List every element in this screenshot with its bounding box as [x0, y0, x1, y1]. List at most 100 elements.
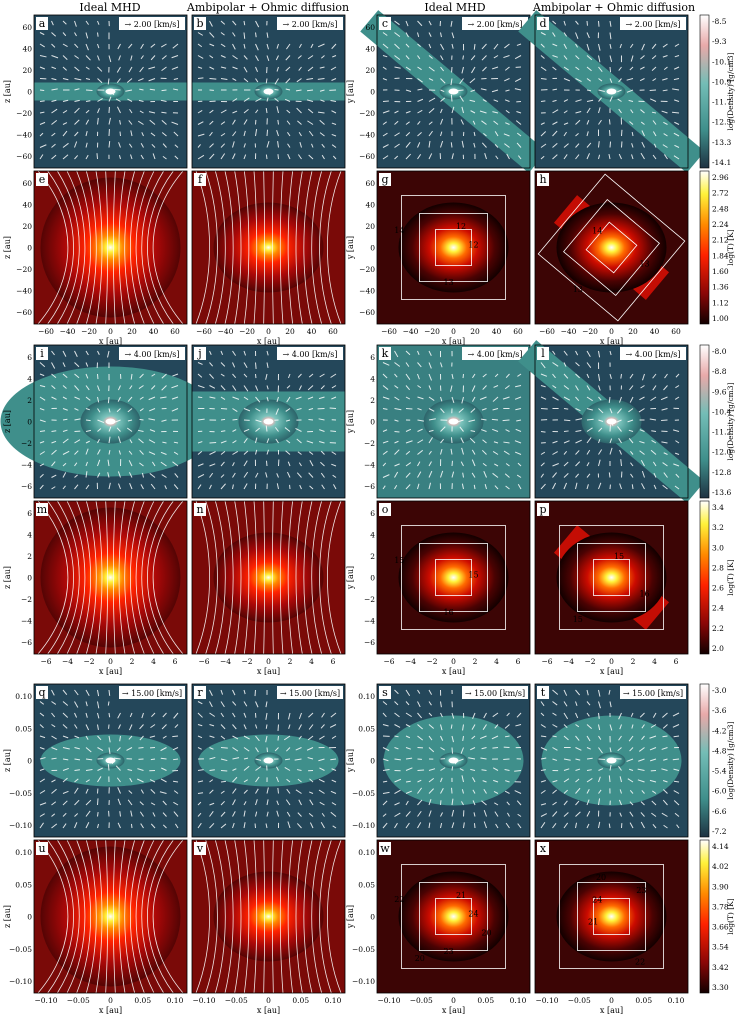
- density-panel: a → 2.00 [km/s]: [33, 14, 188, 169]
- y-tick-label: 0: [27, 757, 32, 766]
- velocity-arrow: [85, 43, 89, 51]
- velocity-arrow: [506, 153, 510, 160]
- velocity-scale-label: → 2.00 [km/s]: [282, 20, 337, 29]
- velocity-arrow: [394, 373, 398, 378]
- velocity-arrow: [598, 43, 601, 51]
- velocity-arrow: [458, 408, 464, 413]
- x-tick-label: −60: [381, 327, 397, 336]
- velocity-arrow: [255, 437, 258, 444]
- field-line: [279, 170, 284, 325]
- velocity-arrow: [51, 486, 56, 490]
- velocity-arrow: [319, 429, 325, 432]
- velocity-arrow: [451, 373, 454, 380]
- velocity-arrow: [481, 418, 487, 421]
- field-line: [263, 500, 265, 655]
- velocity-arrow: [652, 78, 657, 82]
- velocity-arrow: [641, 483, 645, 490]
- velocity-arrow: [266, 438, 270, 444]
- velocity-scale-box: [462, 686, 528, 699]
- velocity-arrow: [107, 701, 110, 706]
- velocity-arrow: [51, 32, 57, 37]
- velocity-arrow: [232, 32, 236, 37]
- velocity-arrow: [117, 43, 121, 50]
- velocity-arrow: [575, 396, 580, 402]
- x-tick-label: 0: [609, 327, 614, 336]
- panel-letter-box: [194, 173, 206, 186]
- y-tick-label: 20: [365, 66, 375, 75]
- y-tick-label: −4: [364, 617, 375, 626]
- velocity-arrow: [243, 724, 247, 730]
- velocity-arrow: [148, 418, 156, 421]
- velocity-arrow: [481, 449, 487, 455]
- velocity-scale-label: → 2.00 [km/s]: [467, 20, 522, 29]
- y-tick-label: 60: [22, 23, 32, 32]
- temperature-core: [556, 202, 667, 293]
- contour-label: 14: [592, 227, 602, 236]
- velocity-arrow: [649, 758, 657, 762]
- velocity-arrow: [618, 153, 622, 160]
- velocity-arrow: [472, 120, 476, 125]
- density-panel: k → 4.00 [km/s]: [376, 344, 531, 499]
- panel-letter-box: [36, 686, 48, 699]
- velocity-arrow: [266, 129, 269, 137]
- velocity-arrow: [627, 778, 634, 783]
- velocity-arrow: [74, 418, 81, 421]
- velocity-arrow: [285, 408, 291, 412]
- velocity-arrow: [51, 154, 57, 160]
- velocity-arrow: [586, 66, 592, 72]
- velocity-arrow: [394, 789, 401, 794]
- velocity-arrow: [284, 98, 291, 102]
- velocity-arrow: [275, 408, 279, 415]
- velocity-arrow: [74, 396, 81, 400]
- velocity-arrow: [232, 712, 236, 718]
- colorbar-tick-label: -8.5: [712, 17, 727, 26]
- velocity-arrow: [332, 474, 337, 478]
- velocity-arrow: [255, 408, 261, 412]
- velocity-arrow: [295, 396, 302, 400]
- velocity-arrow: [428, 724, 435, 729]
- velocity-arrow: [74, 701, 79, 708]
- velocity-arrow: [39, 778, 45, 783]
- velocity-arrow: [394, 689, 399, 695]
- velocity-arrow: [491, 418, 499, 421]
- velocity-arrow: [85, 758, 93, 761]
- velocity-arrow: [320, 822, 325, 829]
- velocity-arrow: [405, 32, 409, 38]
- colorbar-tick-label: 2.4: [712, 604, 724, 613]
- colorbar-tick-label: -9.3: [712, 37, 727, 46]
- velocity-arrow: [286, 747, 291, 752]
- velocity-arrows: [540, 20, 680, 160]
- velocity-scale-label: → 2.00 [km/s]: [625, 20, 680, 29]
- velocity-arrow: [394, 758, 401, 761]
- velocity-arrow: [243, 350, 247, 356]
- velocity-arrow: [503, 758, 510, 761]
- velocity-arrow: [287, 461, 291, 467]
- velocity-arrow: [209, 811, 214, 817]
- x-tick-label: −0.10: [378, 996, 401, 1005]
- y-tick-label: −20: [16, 265, 32, 274]
- velocity-arrow: [575, 362, 580, 367]
- field-line: [272, 170, 274, 325]
- y-tick-label: 0.05: [358, 724, 375, 733]
- velocity-arrow: [563, 451, 568, 455]
- velocity-arrow: [609, 20, 612, 27]
- velocity-arrow: [552, 482, 557, 490]
- velocity-scale-label: → 15.00 [km/s]: [465, 689, 525, 698]
- velocity-arrow: [152, 153, 156, 160]
- velocity-arrow: [308, 154, 314, 160]
- velocity-arrow: [51, 440, 57, 444]
- velocity-arrow: [628, 429, 634, 432]
- panel-frame: [534, 14, 689, 169]
- contour-label: 22: [635, 958, 645, 967]
- velocity-scale-box: [119, 17, 185, 30]
- velocity-arrow: [540, 396, 547, 400]
- velocity-arrow: [652, 131, 657, 137]
- velocity-arrow: [74, 350, 78, 357]
- velocity-arrow: [85, 419, 91, 422]
- velocity-arrow: [276, 43, 279, 49]
- velocity-arrow: [630, 712, 634, 717]
- velocity-arrow: [417, 98, 424, 102]
- velocity-arrow: [62, 472, 67, 478]
- velocity-arrow: [255, 129, 258, 137]
- velocity-arrow: [563, 32, 568, 37]
